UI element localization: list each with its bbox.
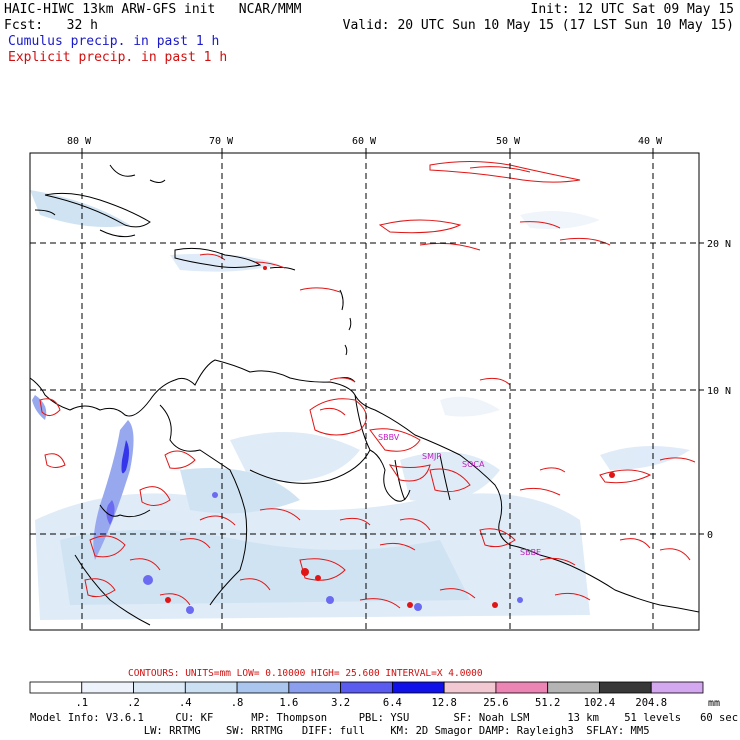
model-info-line2: LW: RRTMG SW: RRTMG DIFF: full KM: 2D Sm…: [30, 725, 650, 737]
colorbar-label: 3.2: [331, 697, 351, 709]
coastlines: [30, 164, 699, 626]
station-label-smjp: SMJP: [422, 452, 441, 461]
colorbar-label: .8: [230, 697, 244, 709]
contours-info: CONTOURS: UNITS=mm LOW= 0.10000 HIGH= 25…: [128, 668, 483, 679]
colorbar-swatch: [599, 681, 652, 694]
colorbar-label: .4: [178, 697, 192, 709]
lat-label-10n: 10 N: [707, 386, 731, 397]
explicit-precip: [39, 161, 696, 609]
station-label-sbbv: SBBV: [378, 433, 400, 442]
lon-label-60w: 60 W: [352, 136, 377, 147]
colorbar-unit: mm: [708, 698, 720, 709]
map-border: [29, 152, 700, 631]
colorbar-swatch: [184, 681, 238, 694]
colorbar-label: .2: [127, 697, 140, 709]
colorbar-swatch: [391, 681, 445, 694]
colorbar-label: 1.6: [279, 697, 299, 709]
colorbar: [29, 681, 704, 694]
colorbar-swatch: [443, 681, 497, 694]
colorbar-swatch: [236, 681, 290, 694]
colorbar-label: 12.8: [431, 697, 457, 709]
colorbar-swatch: [340, 681, 393, 694]
colorbar-swatch: [81, 681, 134, 694]
lat-label-20n: 20 N: [707, 239, 731, 250]
lon-label-80w: 80 W: [67, 136, 92, 147]
gridlines: [30, 153, 699, 630]
colorbar-label: 6.4: [382, 697, 402, 709]
colorbar-label: 102.4: [583, 697, 616, 709]
header-line1-left: HAIC-HIWC 13km ARW-GFS init NCAR/MMM: [4, 2, 302, 17]
colorbar-swatch: [495, 681, 549, 694]
colorbar-swatch: [650, 681, 704, 694]
lat-label-0: 0: [707, 530, 713, 541]
header-line2-right: Valid: 20 UTC Sun 10 May 15 (17 LST Sun …: [342, 18, 734, 33]
explicit-precip-intense: [165, 266, 615, 608]
lon-label-40w: 40 W: [638, 136, 663, 147]
model-info-line1: Model Info: V3.6.1 CU: KF MP: Thompson P…: [30, 712, 739, 724]
colorbar-label: 25.6: [483, 697, 509, 709]
colorbar-swatch: [288, 681, 342, 694]
colorbar-label: 204.8: [635, 697, 668, 709]
colorbar-swatch: [133, 681, 186, 694]
header-line2-left: Fcst: 32 h: [4, 18, 98, 33]
colorbar-label: 51.2: [535, 697, 561, 709]
legend-explicit: Explicit precip. in past 1 h: [8, 50, 228, 65]
legend-cumulus: Cumulus precip. in past 1 h: [8, 34, 220, 49]
colorbar-label: .1: [75, 697, 89, 709]
lon-label-70w: 70 W: [209, 136, 234, 147]
colorbar-swatch: [547, 681, 600, 694]
station-label-sbbe: SBBE: [520, 548, 541, 557]
header-line1-right: Init: 12 UTC Sat 09 May 15: [530, 2, 735, 17]
lon-label-50w: 50 W: [496, 136, 521, 147]
colorbar-swatch: [29, 681, 83, 694]
station-label-soca: SOCA: [462, 460, 485, 469]
